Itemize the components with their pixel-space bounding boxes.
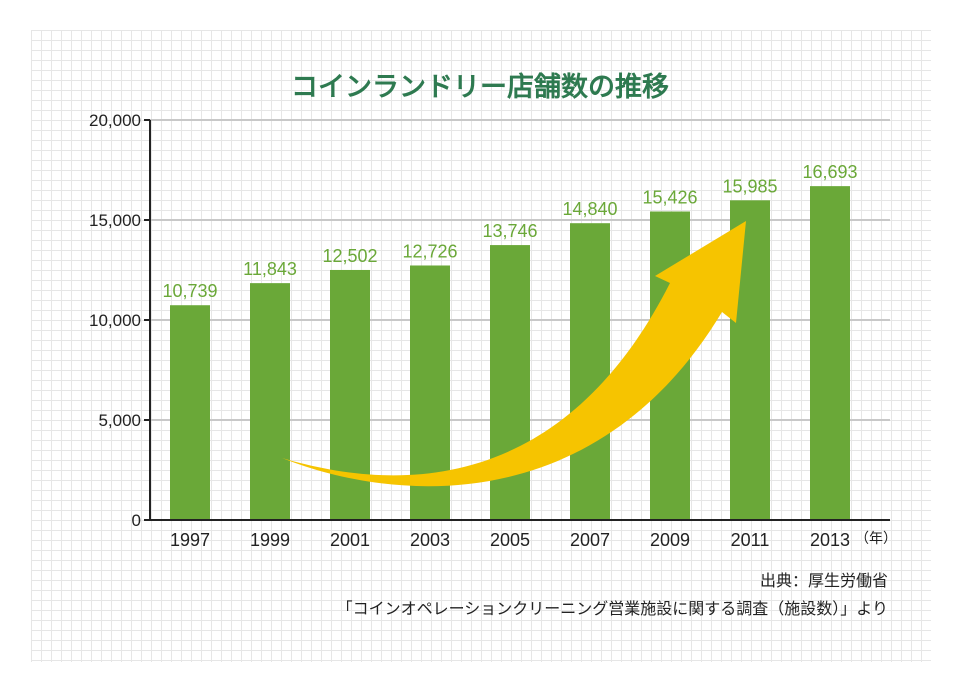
- x-tick-label: 2005: [490, 530, 530, 550]
- trend-arrow-shape: [282, 221, 746, 487]
- x-tick-label: 2011: [731, 530, 770, 550]
- x-tick-label: 2013: [810, 530, 850, 550]
- bar-1999: [250, 283, 290, 520]
- chart-panel: [31, 30, 931, 662]
- source-line-2: 「コインオペレーションクリーニング営業施設に関する調査（施設数）」より: [337, 599, 888, 618]
- data-label-2001: 12,502: [322, 246, 377, 266]
- y-tick-label: 0: [132, 511, 141, 530]
- x-unit-label: （年）: [855, 531, 897, 547]
- data-label-2013: 16,693: [802, 162, 857, 182]
- x-tick-label: 2003: [410, 530, 450, 550]
- trend-arrow: [282, 221, 746, 487]
- bar-2013: [810, 186, 850, 520]
- data-label-2003: 12,726: [402, 241, 457, 261]
- y-tick-label: 10,000: [89, 311, 141, 330]
- x-tick-label: 2009: [650, 530, 690, 550]
- data-label-2009: 15,426: [642, 187, 697, 207]
- labels: 0 5,000 10,000 15,000 20,000 10,739 1997 11,843…: [89, 111, 858, 550]
- bar-2001: [330, 269, 370, 520]
- bar-2007: [570, 223, 610, 520]
- y-tick-label: 20,000: [89, 111, 141, 130]
- y-tick-label: 5,000: [98, 411, 141, 430]
- source-line-1: 出典：厚生労働省: [760, 571, 888, 590]
- y-tick-label: 15,000: [89, 211, 141, 230]
- x-tick-label: 2007: [570, 530, 610, 550]
- chart-title: コインランドリー店舗数の推移: [291, 72, 669, 103]
- data-label-2011: 15,985: [722, 176, 777, 196]
- data-label-2005: 13,746: [482, 221, 537, 241]
- x-tick-label: 1999: [250, 530, 290, 550]
- data-label-2007: 14,840: [562, 199, 617, 219]
- axes: [144, 119, 890, 521]
- x-tick-label: 2001: [330, 530, 370, 550]
- x-tick-label: 1997: [170, 530, 210, 550]
- data-label-1997: 10,739: [162, 281, 217, 301]
- data-label-1999: 11,843: [243, 259, 297, 279]
- bar-1997: [170, 305, 210, 520]
